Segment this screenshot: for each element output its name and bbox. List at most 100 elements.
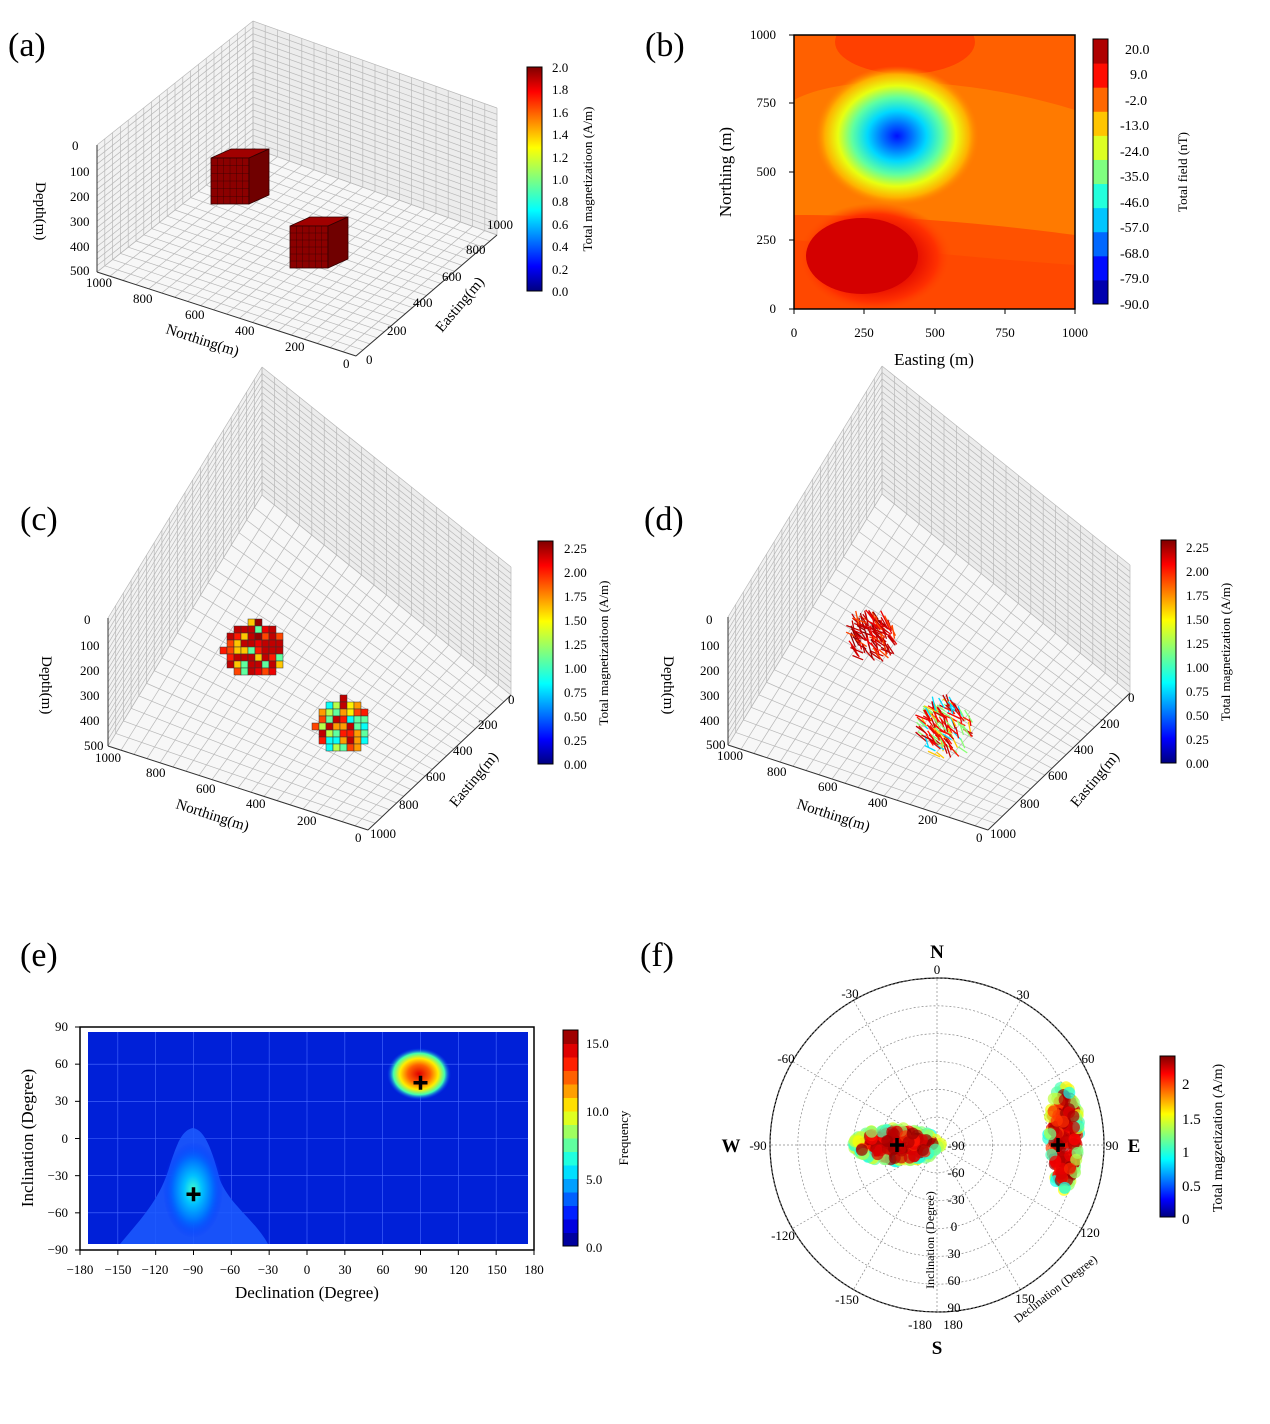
magnetization-vector: [869, 626, 874, 640]
axis-line: [727, 744, 989, 831]
colorbar-e-segment: [563, 1165, 578, 1179]
grid-line: [107, 482, 263, 734]
colorbar-b-segment: [1093, 87, 1108, 112]
grid-line: [261, 462, 512, 664]
voxel: [325, 729, 334, 738]
voxel: [268, 667, 277, 676]
colorbar-b-segment: [1093, 207, 1108, 233]
magnetization-vector: [874, 621, 883, 631]
voxel: [318, 715, 327, 724]
grid-line: [727, 410, 883, 662]
voxel: [240, 646, 249, 655]
magnetization-vector: [954, 709, 965, 722]
x-tick: 250: [854, 325, 874, 340]
grid-line: [252, 128, 498, 217]
declination-tick: -150: [835, 1292, 859, 1307]
magnetization-vector: [891, 624, 896, 639]
colorbar-tick: 2.00: [564, 565, 587, 580]
grid-line: [107, 456, 263, 708]
colorbar-e-segment: [563, 1084, 578, 1098]
declination-tick: -30: [841, 986, 858, 1001]
x-tick: 0: [791, 325, 798, 340]
grid-line: [843, 556, 1095, 728]
magnetization-vector: [925, 707, 932, 717]
colorbar-tick: 1.50: [564, 613, 587, 628]
magnetization-vector: [872, 611, 879, 620]
magnetization-vector: [943, 719, 954, 729]
colorbar-e-segment: [563, 1097, 578, 1112]
magnetization-vector: [939, 728, 952, 737]
voxel: [240, 660, 249, 669]
density-peak-1: [387, 1048, 451, 1100]
magnetization-vector: [873, 630, 882, 640]
grid-line: [354, 684, 499, 827]
voxel: [339, 715, 348, 724]
panel-label-c: (c): [20, 501, 58, 538]
grid-line: [881, 372, 1131, 572]
magnetization-vector: [942, 694, 950, 707]
voxel: [346, 715, 355, 724]
grid-line: [245, 153, 491, 242]
grid-line: [96, 58, 254, 184]
voxel: [254, 625, 263, 634]
magnetization-vector: [862, 623, 868, 638]
axis-line: [96, 271, 357, 357]
grid-line: [302, 644, 450, 810]
magnetization-vector: [880, 610, 888, 624]
grid-line: [935, 652, 1081, 814]
voxel: [360, 715, 369, 724]
easting-tick: 200: [387, 323, 407, 338]
magnetization-vector: [854, 622, 868, 630]
scatter-point: [895, 1151, 908, 1164]
northing-label-d: Northing(m): [795, 797, 872, 836]
colorbar-tick: 5.0: [586, 1172, 602, 1187]
depth-tick: 200: [700, 663, 720, 678]
voxel: [275, 653, 284, 662]
magnetization-vector: [870, 622, 881, 630]
inclination-tick: 90: [948, 1300, 961, 1315]
grid-line: [896, 623, 1044, 801]
inclination-tick: -90: [947, 1138, 964, 1153]
voxel: [339, 743, 348, 752]
grid-line: [252, 134, 498, 223]
magnetization-vector: [874, 639, 886, 647]
voxel: [275, 639, 284, 648]
voxel: [346, 729, 355, 738]
grid-line: [261, 494, 512, 696]
voxel: [353, 701, 362, 710]
grid-line: [107, 418, 263, 670]
magnetization-vector: [950, 716, 957, 727]
inclination-tick: 0: [951, 1219, 958, 1234]
polar-panel-f: 0 30 60 90 120 150 180 -180 -150 -120 -9…: [722, 942, 1141, 1359]
magnetization-vector: [881, 627, 888, 640]
voxel: [353, 708, 362, 717]
voxel: [325, 722, 334, 731]
colorbar-e-segment: [563, 1057, 578, 1071]
declination-tick: 180: [943, 1317, 963, 1332]
voxel: [233, 667, 242, 676]
voxel: [254, 660, 263, 669]
easting-tick: 800: [399, 797, 419, 812]
voxel: [233, 660, 242, 669]
colorbar-e-segment: [563, 1138, 578, 1152]
scatter-point: [903, 1151, 916, 1164]
grid-line: [252, 103, 498, 191]
voxel: [332, 743, 341, 752]
colorbar-tick: 1.75: [1186, 588, 1209, 603]
declination-tick: -180: [908, 1317, 932, 1332]
magnetization-vector: [869, 636, 881, 643]
depth-tick: 300: [70, 214, 90, 229]
west-label: W: [722, 1136, 741, 1157]
grid-line: [96, 77, 254, 203]
magnetization-vector: [880, 617, 889, 629]
colorbar-a-frame: [526, 66, 543, 292]
grid-line: [261, 456, 512, 657]
northing-tick: 600: [185, 307, 205, 322]
voxel: [318, 729, 327, 738]
grid-line: [96, 96, 254, 222]
northing-tick: 600: [818, 779, 838, 794]
magnetization-vector: [852, 654, 864, 661]
voxel: [261, 639, 270, 648]
grid-line: [881, 397, 1131, 598]
magnetization-vector: [887, 634, 895, 643]
